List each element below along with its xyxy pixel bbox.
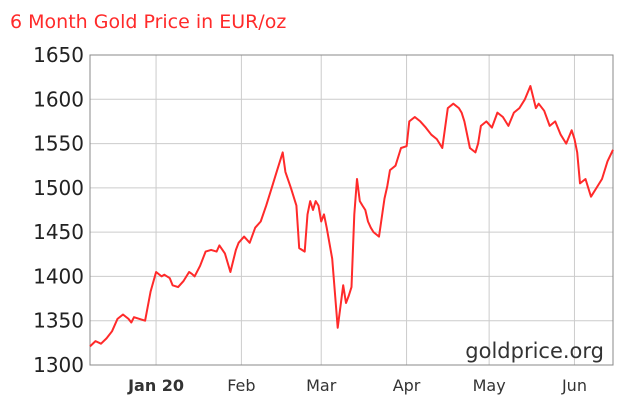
x-tick-label: Feb	[227, 376, 255, 395]
y-tick-label: 1300	[33, 353, 84, 377]
tick-layer: 1300 1350 1400 1450 1500 1550 1600 1650 Jan 20 Fe…	[33, 43, 587, 395]
y-tick-label: 1500	[33, 176, 84, 200]
chart-title: 6 Month Gold Price in EUR/oz	[10, 11, 286, 33]
series-line-gold-price	[89, 85, 614, 348]
x-tick-label: Apr	[393, 376, 421, 395]
y-tick-label: 1550	[33, 132, 84, 156]
x-tick-label: May	[473, 376, 506, 395]
y-tick-label: 1600	[33, 87, 84, 111]
x-tick-label: Jun	[561, 376, 587, 395]
x-tick-label: Mar	[306, 376, 337, 395]
y-tick-label: 1400	[33, 264, 84, 288]
grid-layer	[90, 54, 613, 366]
y-tick-label: 1450	[33, 220, 84, 244]
y-tick-label: 1650	[33, 43, 84, 67]
x-tick-label: Jan 20	[127, 376, 184, 395]
y-tick-label: 1350	[33, 309, 84, 333]
plot-frame	[89, 54, 614, 366]
watermark-text: goldprice.org	[465, 339, 604, 363]
